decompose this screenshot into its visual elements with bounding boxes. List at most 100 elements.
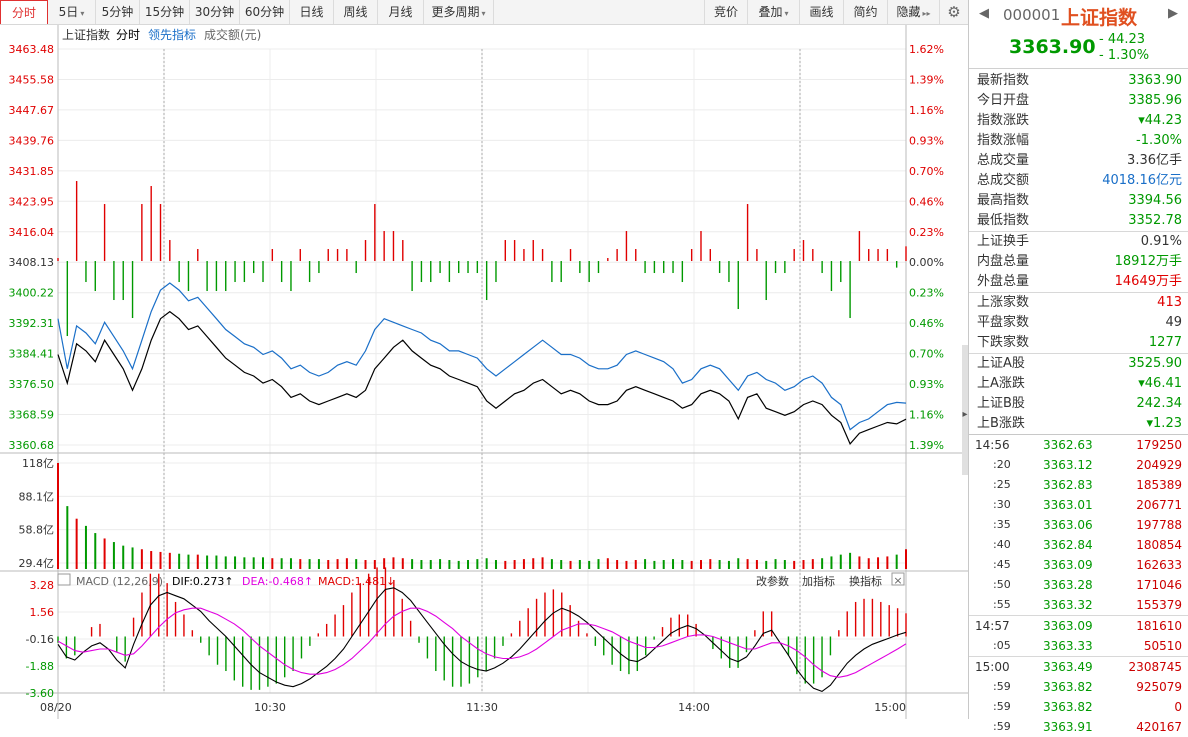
stat-row: 内盘总量 18912万手: [969, 252, 1188, 272]
period-tab-3[interactable]: 15分钟: [140, 0, 190, 24]
tool-button-label: 简约: [853, 5, 878, 19]
period-tab-label: 60分钟: [244, 5, 285, 19]
stat-label: 上证B股: [977, 396, 1025, 411]
tick-price: 3363.91: [1043, 720, 1093, 734]
stat-label: 外盘总量: [977, 274, 1030, 289]
period-tab-5[interactable]: 60分钟: [240, 0, 290, 24]
quote-header: ◀ 000001 上证指数 ▶ 3363.90 - 44.23 - 1.30%: [969, 0, 1188, 69]
period-tab-8[interactable]: 月线: [378, 0, 424, 24]
stat-value: 49: [1165, 315, 1182, 330]
price-tick-label: 3400.22: [9, 287, 55, 300]
stat-row: 最高指数 3394.56: [969, 191, 1188, 211]
stat-label: 平盘家数: [977, 315, 1030, 330]
tool-button-3[interactable]: 简约: [844, 0, 888, 24]
close-icon-glyph: ×: [893, 574, 902, 587]
gear-icon[interactable]: ⚙: [947, 3, 961, 21]
price-line: [57, 310, 907, 446]
next-stock-arrow[interactable]: ▶: [1168, 6, 1178, 21]
pct-tick-label: 1.16%: [909, 104, 944, 117]
period-tab-2[interactable]: 5分钟: [96, 0, 140, 24]
macd-title: MACD (12,26,9): [76, 575, 163, 588]
tick-price: 3363.49: [1043, 660, 1093, 674]
macd-toggle-icon[interactable]: [57, 573, 71, 586]
prev-stock-arrow[interactable]: ◀: [979, 6, 989, 21]
period-tab-6[interactable]: 日线: [290, 0, 334, 24]
price-tick-label: 3463.48: [9, 43, 55, 56]
stat-value: ▾44.23: [1138, 113, 1182, 128]
chart-area[interactable]: 3463.48 3455.58 3447.67 3439.76 3431.85 3423.…: [0, 25, 968, 719]
tick-time: :05: [993, 639, 1011, 652]
tick-time: 15:00: [975, 660, 1010, 674]
collapse-arrow-icon: ▸: [962, 409, 967, 420]
time-tick-label: 15:00: [874, 701, 906, 714]
stat-label: 总成交量: [977, 153, 1030, 168]
tick-list[interactable]: 14:56 3362.63 179250:20 3363.12 204929:25 336…: [969, 434, 1188, 737]
period-tab-1[interactable]: 5日 ▾: [48, 0, 96, 24]
tick-row: :59 3363.82 925079: [969, 677, 1188, 697]
price-tick-label: 3408.13: [9, 256, 55, 269]
pct-tick-label: 0.46%: [909, 195, 944, 208]
stat-row: 平盘家数 49: [969, 313, 1188, 333]
stat-value: 1277: [1148, 335, 1182, 350]
macd-tick-label: 3.28: [30, 579, 55, 592]
stat-label: 指数涨幅: [977, 133, 1030, 148]
macd-dif: DIF:0.273↑: [172, 575, 234, 588]
period-tab-4[interactable]: 30分钟: [190, 0, 240, 24]
tick-row: :45 3363.09 162633: [969, 555, 1188, 575]
tick-volume: 925079: [1136, 680, 1182, 694]
tick-price: 3363.09: [1043, 619, 1093, 633]
period-tab-label: 月线: [388, 5, 413, 19]
tick-row: :40 3362.84 180854: [969, 535, 1188, 555]
close-icon[interactable]: [891, 572, 905, 586]
tool-button-4[interactable]: 隐藏 ▸▸: [888, 0, 940, 24]
tick-time: :50: [993, 578, 1011, 591]
stat-label: 最低指数: [977, 213, 1030, 228]
tick-row: :25 3362.83 185389: [969, 475, 1188, 495]
legend-fenshi: 分时: [116, 28, 140, 42]
price-tick-label: 3439.76: [9, 134, 55, 147]
tick-volume: 204929: [1136, 458, 1182, 472]
pct-tick-label: 0.70%: [909, 348, 944, 361]
legend-volume: 成交额(元): [204, 27, 261, 42]
macd-dea: DEA:-0.468↑: [242, 575, 313, 588]
pct-tick-label: 0.00%: [909, 256, 944, 269]
price-tick-label: 3431.85: [9, 165, 55, 178]
tick-time: :59: [993, 720, 1011, 733]
tick-time: :59: [993, 700, 1011, 713]
period-tab-label: 30分钟: [194, 5, 235, 19]
chevron-down-icon: ▾: [481, 9, 486, 18]
tool-button-0[interactable]: 竞价: [704, 0, 748, 24]
period-toolbar: 分时 5日 ▾ 5分钟 15分钟 30分钟 60分钟 日线 周线 月线 更多周期 ▾ 竞价 叠加 ▾ 画线 简约…: [0, 0, 968, 25]
stat-label: 上B涨跌: [977, 416, 1025, 431]
stat-value: 3525.90: [1128, 356, 1182, 371]
macd-add-button: 加指标: [802, 574, 835, 588]
stat-label: 上A涨跌: [977, 376, 1025, 391]
tool-button-1[interactable]: 叠加 ▾: [748, 0, 800, 24]
price-tick-label: 3360.68: [9, 439, 55, 452]
stat-value: 0.91%: [1140, 234, 1182, 249]
tick-time: :55: [993, 598, 1011, 611]
price-tick-label: 3416.04: [9, 226, 55, 239]
period-tab-7[interactable]: 周线: [334, 0, 378, 24]
stat-row: 上涨家数 413: [969, 293, 1188, 313]
stat-label: 今日开盘: [977, 93, 1030, 108]
price-tick-label: 3392.31: [9, 317, 55, 330]
intraday-chart[interactable]: 3463.48 3455.58 3447.67 3439.76 3431.85 3423.…: [0, 25, 968, 719]
tick-volume: 2308745: [1128, 660, 1182, 674]
tool-button-2[interactable]: 画线: [800, 0, 844, 24]
tick-row: :05 3363.33 50510: [969, 636, 1188, 656]
macd-tick-label: -1.88: [26, 660, 54, 673]
side-collapse-handle[interactable]: [962, 345, 968, 475]
stat-row: 上证换手 0.91%: [969, 232, 1188, 252]
pct-tick-label: 0.93%: [909, 134, 944, 147]
stat-row: 指数涨跌 ▾44.23: [969, 111, 1188, 131]
period-tab-0[interactable]: 分时: [0, 0, 48, 24]
dea-line: [57, 607, 907, 678]
tick-time: :35: [993, 518, 1011, 531]
price-tick-label: 3384.41: [9, 348, 55, 361]
period-tab-9[interactable]: 更多周期 ▾: [424, 0, 494, 24]
pct-tick-label: 0.93%: [909, 378, 944, 391]
stock-code: 000001: [1003, 6, 1061, 24]
tick-price: 3363.09: [1043, 558, 1093, 572]
macd-tick-label: -0.16: [26, 633, 54, 646]
